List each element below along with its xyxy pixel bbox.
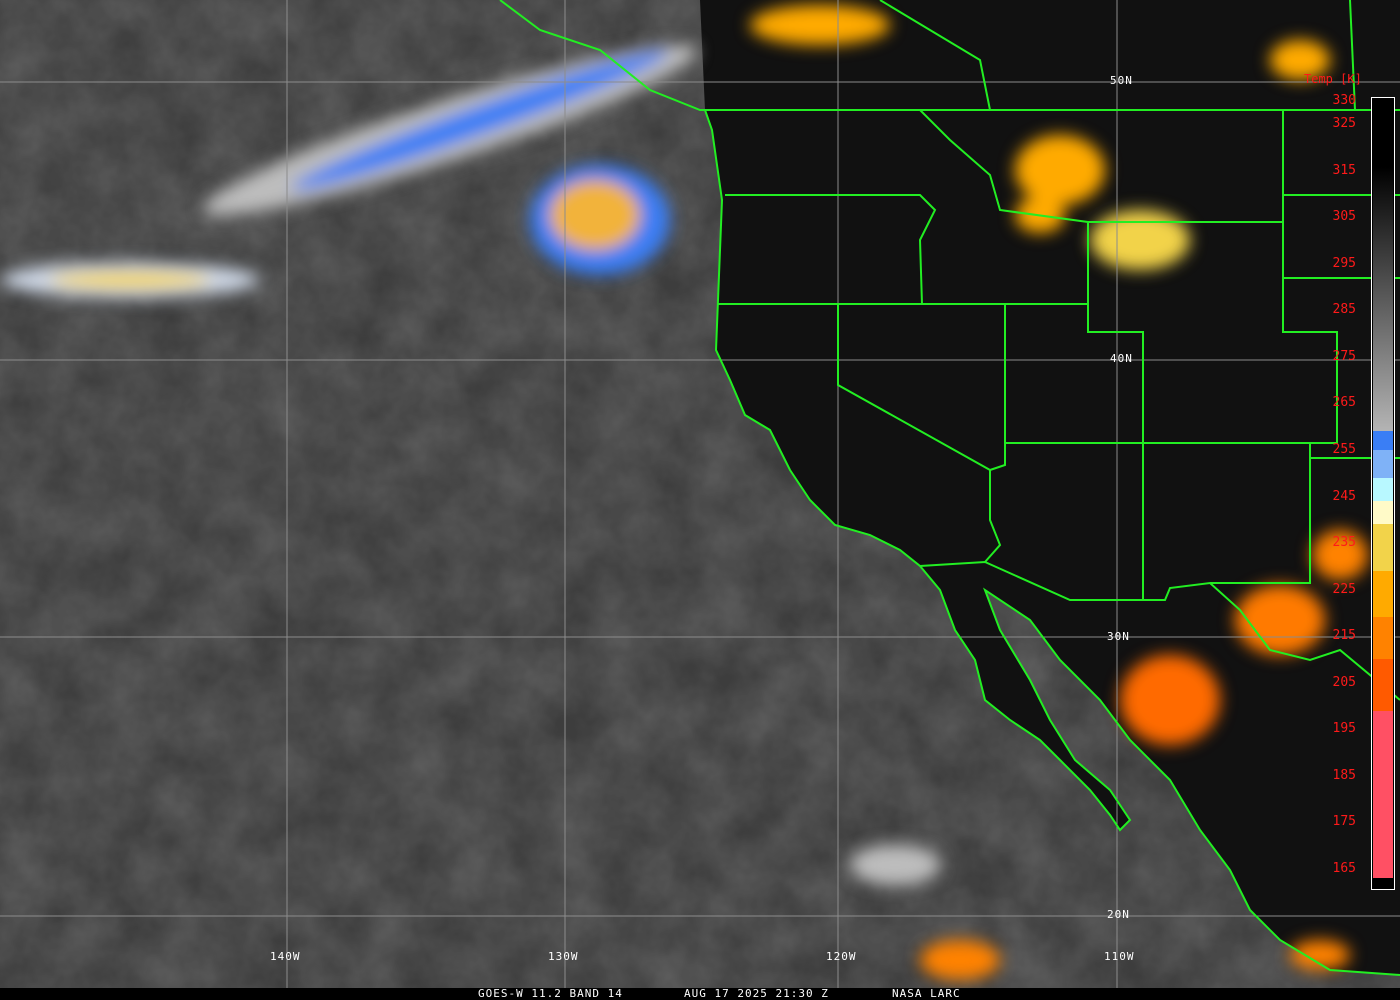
colorbar-band (1373, 477, 1393, 502)
colorbar-band (1373, 617, 1393, 660)
colorbar-band (1373, 659, 1393, 711)
colorbar-band (1373, 524, 1393, 571)
political-boundaries (499, 0, 1400, 976)
legend-title: Temp [K] (1304, 72, 1362, 86)
colorbar-tick-label: 295 (1332, 255, 1356, 271)
lat-label-30n: 30N (1107, 630, 1130, 643)
colorbar-tick-label: 245 (1332, 488, 1356, 504)
lat-label-40n: 40N (1110, 352, 1133, 365)
colorbar-tick-label: 165 (1332, 860, 1356, 876)
lat-label-20n: 20N (1107, 908, 1130, 921)
colorbar-tick-label: 285 (1332, 302, 1356, 318)
colorbar-tick-label: 175 (1332, 814, 1356, 830)
lon-label-120w: 120W (826, 950, 857, 963)
temperature-colorbar (1371, 97, 1395, 890)
caption-satellite: GOES-W 11.2 BAND 14 (478, 987, 623, 1000)
colorbar-tick-label: 265 (1332, 395, 1356, 411)
colorbar-tick-label: 325 (1332, 116, 1356, 132)
lon-label-110w: 110W (1104, 950, 1135, 963)
colorbar-tick-label: 225 (1332, 581, 1356, 597)
colorbar-band (1373, 710, 1393, 879)
colorbar-band (1373, 570, 1393, 618)
colorbar-tick-label: 205 (1332, 674, 1356, 690)
colorbar-tick-label: 305 (1332, 209, 1356, 225)
caption-bar: GOES-W 11.2 BAND 14 AUG 17 2025 21:30 Z … (0, 988, 1400, 1000)
colorbar-tick-label: 330 (1332, 93, 1356, 108)
colorbar-tick-label: 215 (1332, 628, 1356, 644)
lon-label-130w: 130W (548, 950, 579, 963)
colorbar-tick-label: 235 (1332, 535, 1356, 551)
land-mass (700, 0, 1400, 975)
caption-source: NASA LARC (892, 987, 961, 1000)
colorbar-band (1373, 501, 1393, 525)
lat-label-50n: 50N (1110, 74, 1133, 87)
colorbar-band (1373, 101, 1393, 432)
colorbar-tick-label: 185 (1332, 767, 1356, 783)
colorbar-band (1373, 449, 1393, 478)
colorbar-tick-label: 315 (1332, 162, 1356, 178)
colorbar-band (1373, 431, 1393, 450)
colorbar-tick-label: 195 (1332, 721, 1356, 737)
colorbar-tick-label: 255 (1332, 441, 1356, 457)
colorbar-tick-label: 275 (1332, 348, 1356, 364)
lon-label-140w: 140W (270, 950, 301, 963)
caption-datetime: AUG 17 2025 21:30 Z (684, 987, 829, 1000)
